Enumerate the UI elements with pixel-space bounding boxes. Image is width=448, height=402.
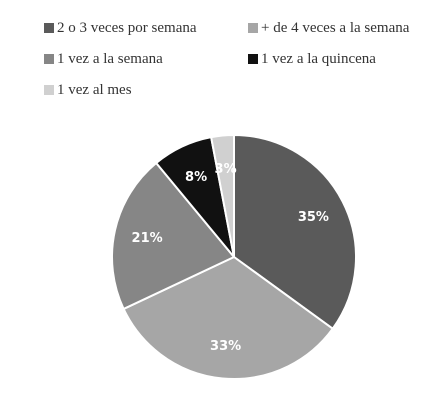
legend-label-4: 1 vez al mes	[57, 82, 132, 98]
data-label-3: 8%	[185, 170, 207, 185]
legend-item-3: 1 vez a la quincena	[248, 51, 376, 67]
data-label-0: 35%	[298, 210, 329, 225]
legend-swatch-4	[44, 85, 54, 95]
legend-swatch-0	[44, 23, 54, 33]
data-label-1: 33%	[210, 339, 241, 354]
pie-slice-1	[122, 255, 335, 380]
legend-item-0: 2 o 3 veces por semana	[44, 20, 197, 36]
legend-swatch-2	[44, 54, 54, 64]
legend: 2 o 3 veces por semana + de 4 veces a la …	[44, 20, 410, 98]
legend-swatch-3	[248, 54, 258, 64]
pie-data-labels: 35% 33% 21% 8% 3%	[132, 162, 329, 354]
data-label-4: 3%	[215, 162, 237, 177]
pie-slice-4	[209, 133, 235, 258]
pie-slices	[110, 133, 357, 380]
pie-slice-2	[110, 161, 236, 311]
legend-swatch-1	[248, 23, 258, 33]
legend-item-4: 1 vez al mes	[44, 82, 132, 98]
data-label-2: 21%	[132, 231, 163, 246]
pie-slice-0	[233, 133, 357, 331]
legend-label-2: 1 vez a la semana	[57, 51, 163, 67]
legend-label-3: 1 vez a la quincena	[261, 51, 376, 67]
legend-label-0: 2 o 3 veces por semana	[57, 20, 197, 36]
legend-item-2: 1 vez a la semana	[44, 51, 163, 67]
legend-item-1: + de 4 veces a la semana	[248, 20, 410, 36]
legend-label-1: + de 4 veces a la semana	[261, 20, 410, 36]
